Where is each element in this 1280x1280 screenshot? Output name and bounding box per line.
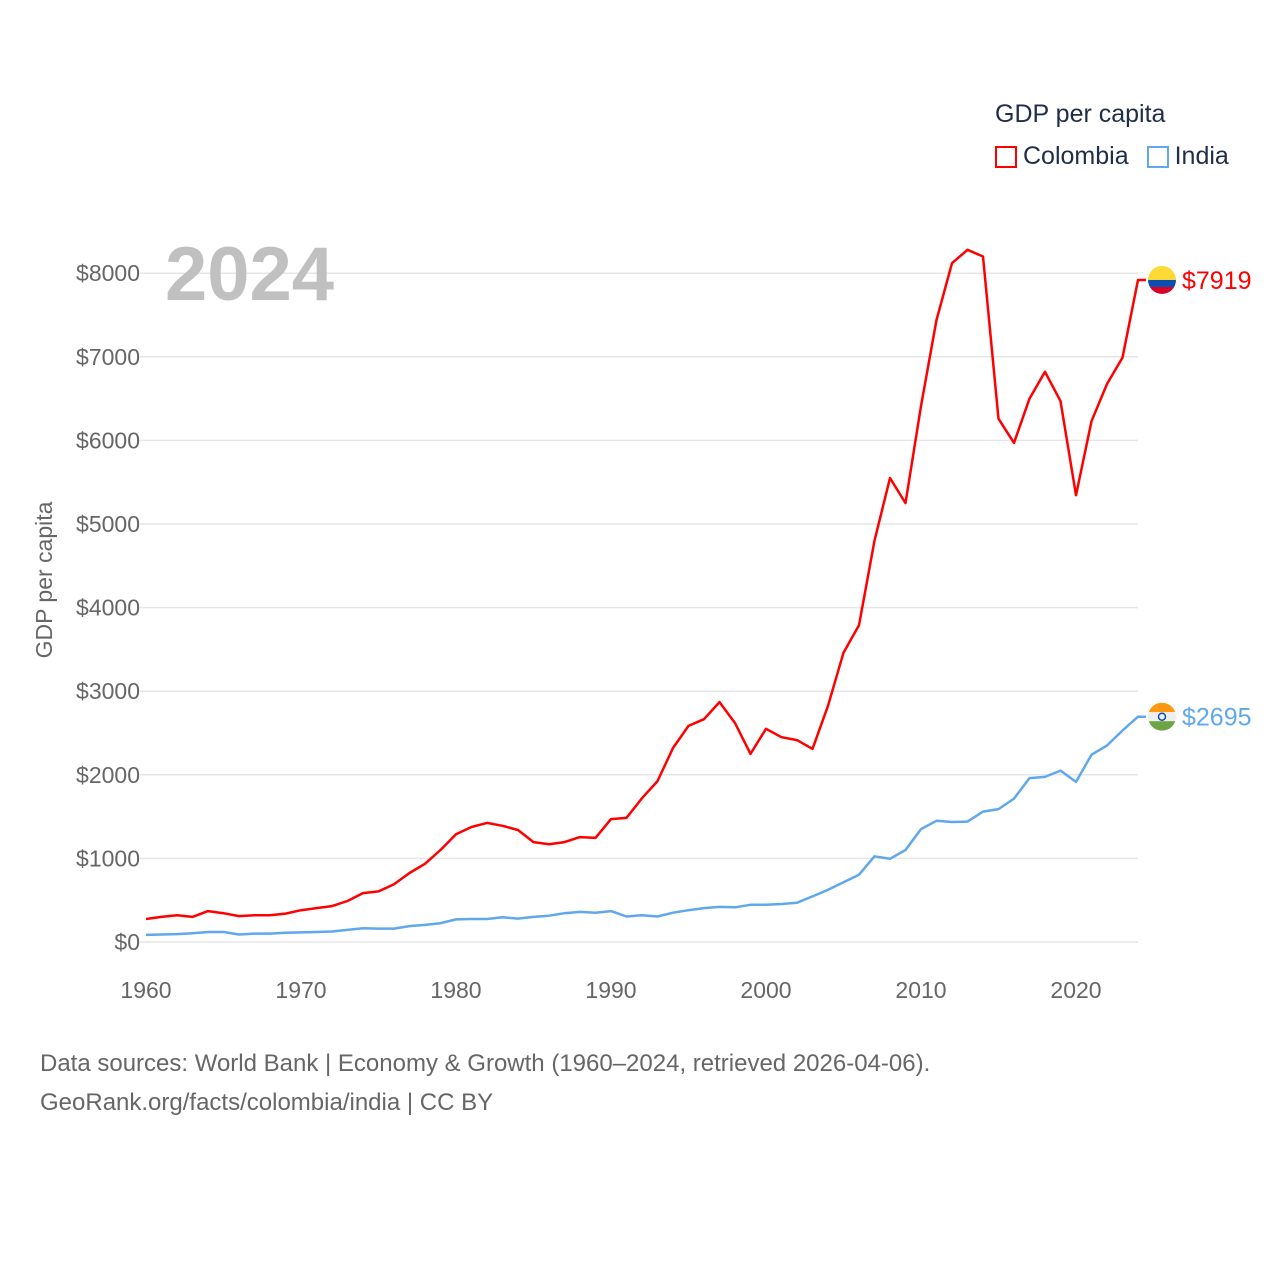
y-tick-label: $1000 [76, 845, 140, 871]
india-flag-icon [1148, 702, 1176, 731]
india-swatch [1146, 145, 1169, 168]
y-tick-label: $3000 [76, 678, 140, 704]
x-tick-label: 2010 [895, 977, 946, 1003]
legend-item-india[interactable]: India [1146, 142, 1229, 171]
data-source-text: Data sources: World Bank | Economy & Gro… [40, 1050, 931, 1077]
y-tick-label: $2000 [76, 762, 140, 788]
colombia-swatch [995, 145, 1017, 168]
y-tick-label: $5000 [76, 511, 140, 537]
y-tick-label: $0 [114, 929, 140, 955]
attribution-text: GeoRank.org/facts/colombia/india | CC BY [40, 1089, 494, 1116]
y-tick-label: $6000 [76, 427, 140, 453]
x-tick-label: 1960 [120, 977, 171, 1003]
y-axis-label: GDP per capita [31, 501, 57, 658]
y-tick-label: $4000 [76, 595, 140, 621]
series-line-colombia [145, 248, 1146, 921]
legend-label: India [1174, 142, 1229, 170]
legend-label: Colombia [1023, 142, 1129, 170]
x-tick-label: 2000 [740, 977, 791, 1003]
y-tick-label: $8000 [76, 260, 140, 286]
x-tick-label: 2020 [1050, 977, 1101, 1003]
legend-title: GDP per capita [995, 100, 1166, 128]
x-tick-label: 1990 [585, 977, 636, 1003]
y-tick-label: $7000 [76, 344, 140, 370]
end-value-label: $2695 [1182, 704, 1252, 732]
colombia-flag-icon [1148, 265, 1176, 294]
series-line-india [145, 715, 1146, 937]
legend-item-colombia[interactable]: Colombia [995, 142, 1129, 171]
year-label: 2024 [165, 232, 334, 317]
footer: Data sources: World Bank | Economy & Gro… [40, 1044, 930, 1122]
end-value-label: $7919 [1182, 267, 1252, 295]
x-tick-label: 1970 [275, 977, 326, 1003]
x-tick-label: 1980 [430, 977, 481, 1003]
legend: Colombia India [995, 142, 1229, 171]
